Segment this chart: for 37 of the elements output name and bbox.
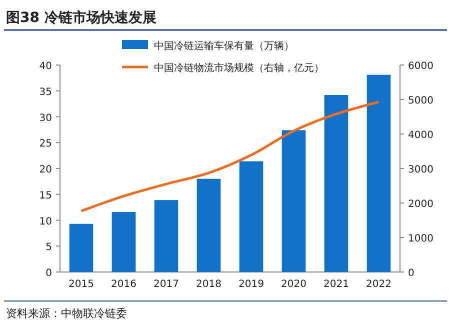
text: 资料来源：中物联冷链委 [6, 307, 127, 320]
x-tick-label: 2016 [111, 279, 136, 290]
y2-tick-label: 2000 [408, 199, 434, 210]
legend-label: 中国冷链运输车保有量（万辆） [154, 40, 294, 52]
y-tick-label: 5 [46, 242, 52, 254]
y-tick-label: 20 [39, 164, 52, 176]
y2-tick-label: 5000 [408, 96, 434, 106]
line-series [80, 100, 380, 212]
x-tick-label: 2019 [238, 279, 264, 290]
y2-tick-label: 0 [408, 268, 414, 279]
y-tick-label: 40 [39, 61, 52, 72]
y-tick-label: 35 [39, 86, 52, 98]
y2-tick-label: 4000 [408, 130, 434, 141]
y2-tick-label: 3000 [408, 164, 434, 176]
bar [154, 200, 178, 272]
x-tick-label: 2020 [281, 279, 306, 290]
y2-tick-label: 1000 [408, 234, 434, 244]
y-tick-label: 0 [46, 268, 52, 279]
y-tick-label: 15 [39, 190, 52, 202]
x-tick-label: 2017 [154, 279, 179, 290]
legend-label: 中国冷链物流市场规模（右轴，亿元） [154, 62, 324, 74]
x-tick-label: 2022 [366, 279, 392, 290]
x-tick-label: 2018 [196, 279, 222, 290]
y-tick-label: 10 [39, 216, 52, 228]
bar [112, 212, 136, 272]
x-tick-label: 2021 [324, 279, 349, 290]
bar [69, 224, 94, 272]
y2-tick-label: 6000 [408, 61, 434, 72]
bar [196, 178, 221, 272]
bar [282, 130, 306, 272]
y-tick-label: 30 [39, 112, 52, 124]
y-tick-label: 25 [39, 138, 52, 150]
chart-title: 图38 冷链市场快速发展 [6, 9, 156, 26]
x-tick-label: 2015 [68, 279, 94, 290]
bar [324, 95, 348, 272]
bar [366, 74, 391, 272]
bar [239, 161, 264, 272]
